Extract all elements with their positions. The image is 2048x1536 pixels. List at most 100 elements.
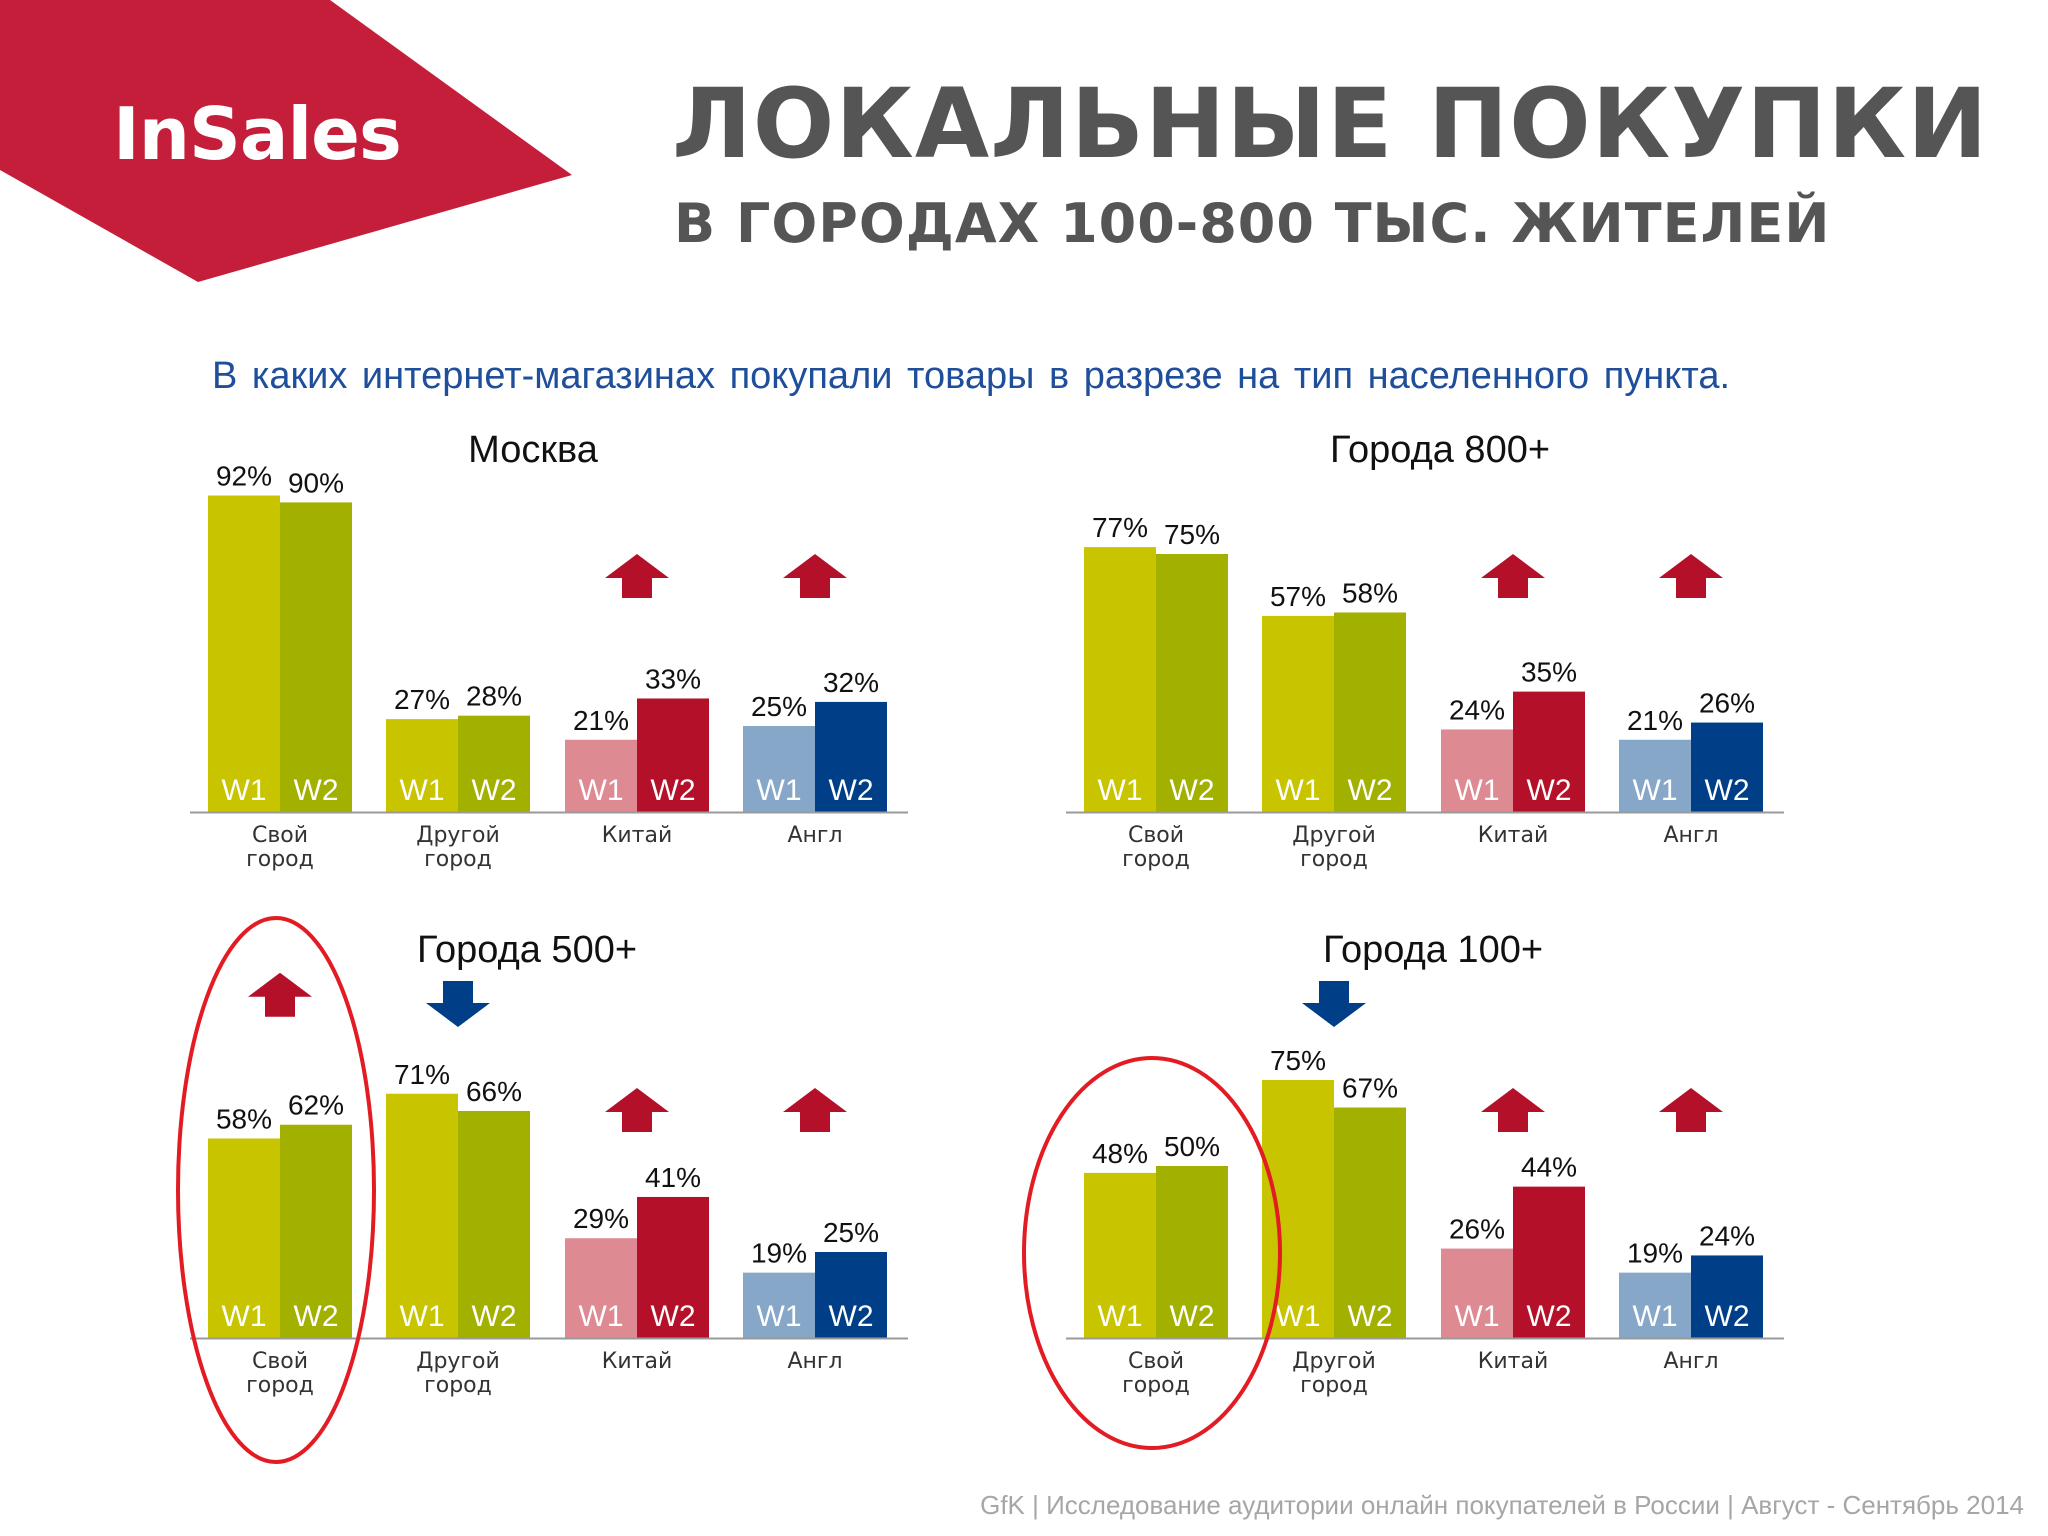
chart-4-bar-label-4-w2: W2: [1705, 1300, 1750, 1333]
chart-3-bar-label-3-w2: W2: [651, 1300, 696, 1333]
chart-1-bar-label-3-w1: W1: [579, 774, 624, 807]
chart-3-bar-1-w1: [208, 1138, 280, 1338]
chart-2-bar-label-1-w2: W2: [1170, 774, 1215, 807]
chart-4-value-label-1-w1: 48%: [1092, 1138, 1148, 1169]
chart-1-category-label-3: Китай: [602, 823, 673, 848]
chart-4-title: Города 100+: [1323, 929, 1543, 971]
arrow-up-icon: [605, 554, 669, 598]
chart-4-category-label-2: Другой город: [1292, 1349, 1376, 1398]
chart-2-bar-label-4-w1: W1: [1633, 774, 1678, 807]
chart-4-bar-1-w2: [1156, 1166, 1228, 1338]
chart-4-value-label-3-w1: 26%: [1449, 1214, 1505, 1245]
chart-3-bar-3-w2: [637, 1196, 709, 1338]
chart-3-value-label-3-w2: 41%: [645, 1162, 701, 1193]
chart-3-category-label-3: Китай: [602, 1349, 673, 1374]
chart-1-bar-4-w2: [815, 701, 887, 812]
chart-1-value-label-3-w1: 21%: [573, 705, 629, 736]
chart-2-bar-label-2-w1: W1: [1276, 774, 1321, 807]
chart-1-value-label-1-w1: 92%: [216, 461, 272, 492]
logo-banner: [0, 0, 572, 282]
chart-4-bar-4-w2: [1691, 1255, 1763, 1338]
chart-3-bar-3-w1: [565, 1238, 637, 1338]
chart-3-title: Города 500+: [417, 929, 637, 971]
chart-1-value-label-4-w2: 32%: [823, 667, 879, 698]
chart-1-value-label-2-w1: 27%: [394, 684, 450, 715]
arrow-up-icon: [1659, 554, 1723, 598]
chart-3-bar-label-4-w2: W2: [829, 1300, 874, 1333]
chart-2-category-label-1: Свой город: [1122, 823, 1190, 872]
chart-4-value-label-4-w1: 19%: [1627, 1238, 1683, 1269]
chart-1-bar-2-w2: [458, 715, 530, 812]
chart-2-bar-3-w2: [1513, 691, 1585, 812]
chart-2-bar-2-w1: [1262, 615, 1334, 812]
source-footer: GfK | Исследование аудитории онлайн поку…: [980, 1490, 2024, 1520]
chart-2-bar-4-w1: [1619, 739, 1691, 812]
arrow-up-icon: [1481, 1088, 1545, 1132]
chart-3-bar-2-w1: [386, 1093, 458, 1338]
chart-1-bar-label-4-w1: W1: [757, 774, 802, 807]
chart-4-category-label-3: Китай: [1478, 1349, 1549, 1374]
chart-2-bar-1-w2: [1156, 554, 1228, 812]
chart-2-bar-4-w2: [1691, 722, 1763, 812]
chart-3-bar-4-w2: [815, 1252, 887, 1338]
chart-4-bar-3-w2: [1513, 1186, 1585, 1338]
chart-4-category-label-4: Англ: [1663, 1349, 1718, 1374]
page-subtitle: В ГОРОДАХ 100-800 ТЫС. ЖИТЕЛЕЙ: [674, 192, 1831, 255]
chart-3-value-label-4-w1: 19%: [751, 1238, 807, 1269]
chart-3-highlight-ellipse: [176, 916, 376, 1464]
chart-2-bar-2-w2: [1334, 612, 1406, 812]
chart-3-value-label-1-w2: 62%: [288, 1090, 344, 1121]
chart-4-bar-label-2-w2: W2: [1348, 1300, 1393, 1333]
chart-4-bar-1-w1: [1084, 1172, 1156, 1338]
chart-4-bar-3-w1: [1441, 1248, 1513, 1338]
chart-4-bar-label-2-w1: W1: [1276, 1300, 1321, 1333]
insales-logo: InSales: [113, 92, 402, 176]
chart-4-bar-2-w2: [1334, 1107, 1406, 1338]
chart-2-value-label-2-w2: 58%: [1342, 577, 1398, 608]
chart-2-category-label-2: Другой город: [1292, 823, 1376, 872]
chart-1-bar-label-3-w2: W2: [651, 774, 696, 807]
chart-2-bar-label-3-w2: W2: [1527, 774, 1572, 807]
chart-4-bar-label-1-w1: W1: [1098, 1300, 1143, 1333]
chart-2-bar-label-3-w1: W1: [1455, 774, 1500, 807]
chart-3-value-label-4-w2: 25%: [823, 1217, 879, 1248]
chart-1-bar-3-w2: [637, 698, 709, 812]
chart-3-category-label-2: Другой город: [416, 1349, 500, 1398]
chart-4-category-label-1: Свой город: [1122, 1349, 1190, 1398]
chart-1-value-label-1-w2: 90%: [288, 467, 344, 498]
chart-2-category-label-4: Англ: [1663, 823, 1718, 848]
chart-4-value-label-1-w2: 50%: [1164, 1131, 1220, 1162]
chart-3-bar-2-w2: [458, 1110, 530, 1338]
chart-2-bar-label-1-w1: W1: [1098, 774, 1143, 807]
arrow-up-icon: [783, 1088, 847, 1132]
chart-1-category-label-1: Свой город: [246, 823, 314, 872]
chart-1-bar-1-w1: [208, 495, 280, 812]
chart-1-category-label-4: Англ: [787, 823, 842, 848]
chart-3-category-label-1: Свой город: [246, 1349, 314, 1398]
chart-4-value-label-2-w1: 75%: [1270, 1045, 1326, 1076]
chart-1-bar-3-w1: [565, 739, 637, 812]
chart-3-value-label-3-w1: 29%: [573, 1203, 629, 1234]
arrow-up-icon: [783, 554, 847, 598]
chart-1-bar-1-w2: [280, 502, 352, 812]
arrow-up-icon: [248, 972, 312, 1017]
logo-banner-shape: [0, 0, 572, 282]
chart-1-category-label-2: Другой город: [416, 823, 500, 872]
page-title: ЛОКАЛЬНЫЕ ПОКУПКИ: [672, 68, 1989, 180]
chart-2-bar-label-4-w2: W2: [1705, 774, 1750, 807]
arrow-up-icon: [1481, 554, 1545, 598]
chart-3-bar-label-3-w1: W1: [579, 1300, 624, 1333]
chart-1-value-label-2-w2: 28%: [466, 681, 522, 712]
chart-1-bar-label-2-w1: W1: [400, 774, 445, 807]
chart-4-bar-2-w1: [1262, 1080, 1334, 1338]
chart-4-bar-label-4-w1: W1: [1633, 1300, 1678, 1333]
survey-question: В каких интернет-магазинах покупали това…: [212, 355, 1731, 397]
chart-1-bar-label-1-w1: W1: [222, 774, 267, 807]
arrow-down-icon: [1302, 981, 1366, 1027]
chart-1-bar-label-4-w2: W2: [829, 774, 874, 807]
chart-2-value-label-2-w1: 57%: [1270, 581, 1326, 612]
chart-2-bar-3-w1: [1441, 729, 1513, 812]
chart-3-bar-1-w2: [280, 1124, 352, 1338]
arrow-up-icon: [1659, 1088, 1723, 1132]
